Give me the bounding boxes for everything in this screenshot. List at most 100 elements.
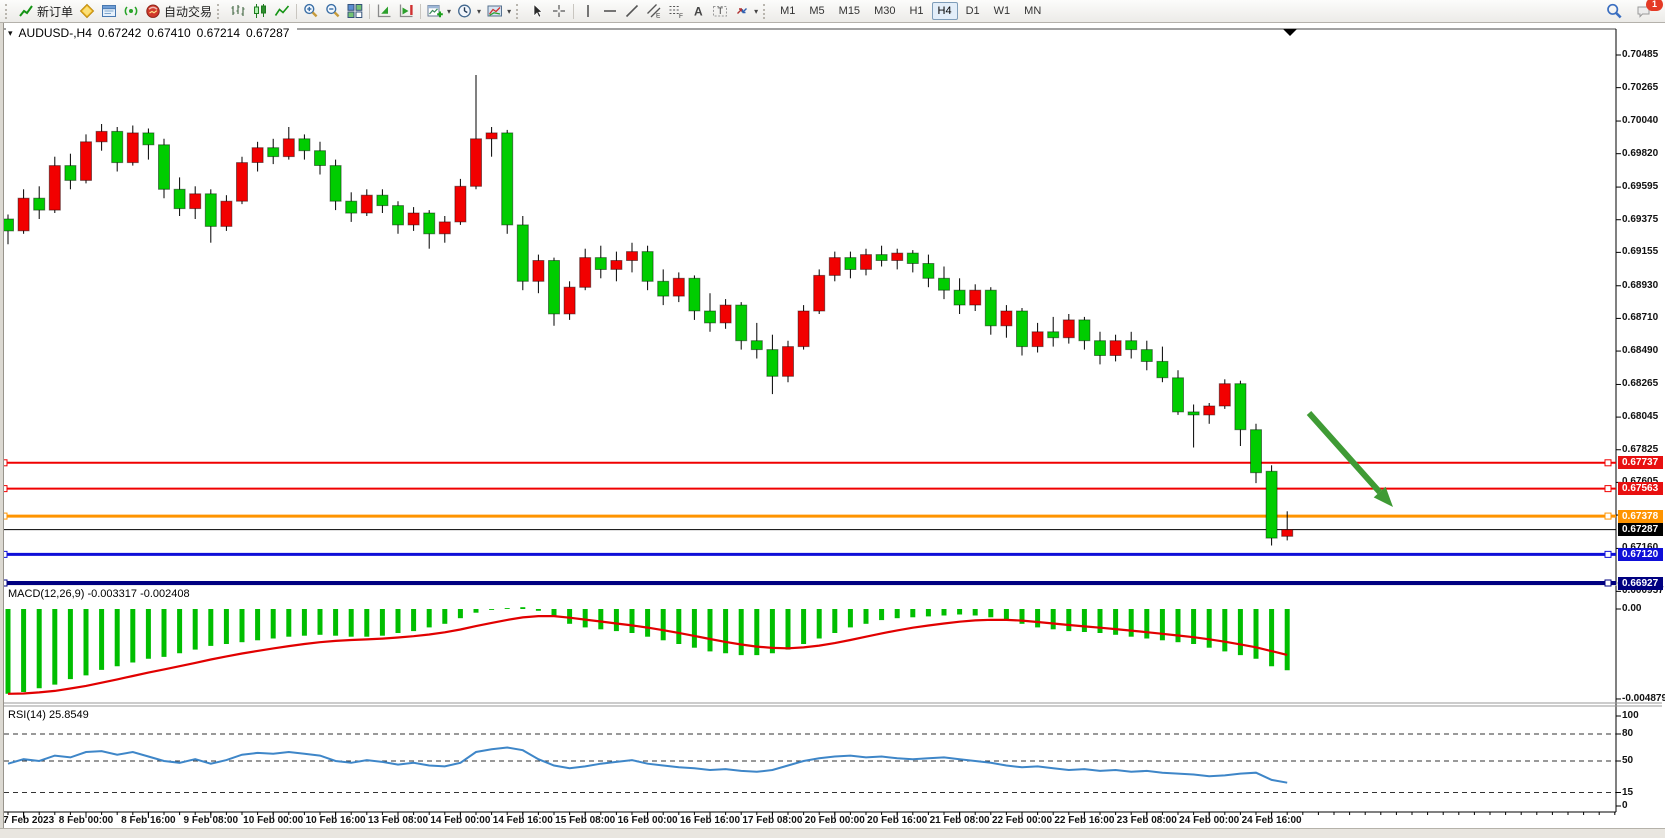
time-axis-label: 17 Feb 08:00 — [742, 815, 803, 826]
macd-axis-label: 0.00 — [1622, 603, 1642, 614]
candlestick-icon — [254, 4, 267, 18]
notifications-button[interactable]: 1 — [1632, 0, 1663, 21]
chart-open-value: 0.67242 — [97, 26, 142, 40]
price-axis-label: 0.69595 — [1622, 181, 1659, 193]
price-axis-label: 0.68710 — [1622, 312, 1659, 324]
chart-shift-marker[interactable] — [1283, 29, 1297, 36]
line-handle-right[interactable] — [1604, 550, 1612, 558]
price-axis-label: 0.67605 — [1622, 476, 1659, 488]
macd-signal-line — [7, 614, 1288, 695]
dropdown-caret-icon: ▾ — [507, 6, 512, 16]
bar-chart-mode-button[interactable] — [227, 2, 249, 21]
signals-button[interactable] — [120, 2, 142, 21]
time-axis-label: 24 Feb 00:00 — [1179, 815, 1240, 826]
svg-text:F: F — [679, 13, 683, 19]
fibonacci-tool-button[interactable]: F — [665, 2, 687, 21]
price-axis-label: 0.68490 — [1622, 345, 1659, 357]
toolbar-grip[interactable] — [516, 3, 522, 19]
autotrading-icon — [146, 4, 160, 18]
timeframe-h4[interactable]: H4 — [931, 2, 958, 20]
time-axis-label: 7 Feb 2023 — [3, 815, 55, 826]
chart-close-value: 0.67287 — [246, 26, 290, 40]
cursor-tool-button[interactable] — [526, 2, 548, 21]
autotrading-button[interactable]: 自动交易 — [142, 2, 215, 21]
dropdown-caret-icon: ▾ — [754, 6, 759, 16]
text-label-icon: T — [713, 6, 728, 17]
horizontal-line-tool-button[interactable] — [599, 2, 621, 21]
line-handle-right[interactable] — [1604, 485, 1612, 493]
equidistant-channel-tool-button[interactable]: E — [643, 2, 665, 21]
templates-button[interactable]: ▾ — [484, 2, 514, 21]
toolbar-grip[interactable] — [217, 3, 223, 19]
crosshair-tool-button[interactable] — [548, 2, 570, 21]
terminal-button[interactable] — [98, 2, 120, 21]
clock-icon — [458, 4, 471, 18]
toolbar-grip[interactable] — [5, 3, 11, 19]
notification-badge: 1 — [1646, 0, 1663, 11]
macd-label: MACD(12,26,9) -0.003317 -0.002408 — [8, 588, 190, 600]
time-axis-label: 14 Feb 00:00 — [430, 815, 491, 826]
annotation-arrow-head[interactable] — [1373, 486, 1393, 507]
timeframe-m15[interactable]: M15 — [838, 5, 861, 17]
rsi-axis-label: 50 — [1622, 755, 1634, 766]
timeframe-m30[interactable]: M30 — [874, 5, 896, 17]
tile-windows-icon — [347, 4, 363, 18]
new-order-button[interactable]: 新订单 — [15, 2, 76, 21]
rsi-axis-label: 100 — [1622, 710, 1639, 721]
price-badge: 0.67120 — [1618, 547, 1663, 561]
toolbar: 新订单 自动交易 — [0, 0, 1665, 23]
chart-shift-button[interactable] — [395, 2, 417, 21]
zoom-out-button[interactable] — [322, 2, 344, 21]
candlestick-mode-button[interactable] — [249, 2, 271, 21]
price-badge: 0.67563 — [1618, 482, 1663, 496]
vertical-line-tool-button[interactable] — [577, 2, 599, 21]
price-axis-label: 0.68045 — [1622, 411, 1659, 423]
svg-text:T: T — [718, 6, 724, 16]
channel-icon: E — [647, 4, 661, 19]
timeframe-w1[interactable]: W1 — [993, 5, 1011, 17]
search-icon — [1607, 3, 1622, 18]
timeframe-mn[interactable]: MN — [1024, 5, 1042, 17]
price-axis-label: 0.69375 — [1622, 213, 1659, 225]
periods-button[interactable]: ▾ — [454, 2, 484, 21]
auto-scroll-button[interactable] — [373, 2, 395, 21]
annotation-arrow-shaft[interactable] — [1306, 411, 1382, 495]
zoom-in-button[interactable] — [300, 2, 322, 21]
timeframe-d1[interactable]: D1 — [965, 5, 980, 17]
rsi-line — [7, 746, 1288, 784]
line-handle-right[interactable] — [1604, 512, 1612, 520]
time-axis-label: 14 Feb 16:00 — [492, 815, 553, 826]
price-axis-label: 0.69155 — [1622, 246, 1659, 258]
line-chart-icon — [274, 5, 290, 16]
text-label-tool-button[interactable]: T — [709, 2, 731, 21]
time-axis-label: 10 Feb 16:00 — [305, 815, 366, 826]
line-handle-right[interactable] — [1604, 579, 1612, 587]
line-handle-right[interactable] — [1604, 459, 1612, 467]
vertical-line-icon — [587, 5, 589, 17]
timeframe-h1[interactable]: H1 — [909, 5, 924, 17]
chart-template-icon — [487, 5, 503, 17]
price-axis-label: 0.68265 — [1622, 378, 1659, 390]
time-axis-label: 16 Feb 00:00 — [617, 815, 678, 826]
line-chart-mode-button[interactable] — [271, 2, 293, 21]
tile-windows-button[interactable] — [344, 2, 366, 21]
metaeditor-button[interactable] — [76, 2, 98, 21]
price-axis-label: 0.67825 — [1622, 443, 1659, 455]
toolbar-grip[interactable] — [763, 3, 769, 19]
text-tool-button[interactable]: A — [687, 2, 709, 21]
timeframe-m1[interactable]: M1 — [780, 5, 796, 17]
price-candles — [2, 75, 1294, 546]
add-indicator-button[interactable]: ▾ — [424, 2, 454, 21]
price-badge: 0.66927 — [1618, 576, 1663, 590]
new-order-label: 新订单 — [37, 4, 74, 19]
price-axis-label: 0.69820 — [1622, 147, 1659, 159]
chart-dropdown-icon[interactable]: ▾ — [8, 27, 13, 38]
arrows-tool-button[interactable]: ▾ — [731, 2, 761, 21]
search-button[interactable] — [1603, 2, 1626, 21]
signals-icon — [124, 6, 138, 16]
time-axis-label: 15 Feb 08:00 — [555, 815, 616, 826]
trendline-tool-button[interactable] — [621, 2, 643, 21]
timeframe-m5[interactable]: M5 — [809, 5, 825, 17]
